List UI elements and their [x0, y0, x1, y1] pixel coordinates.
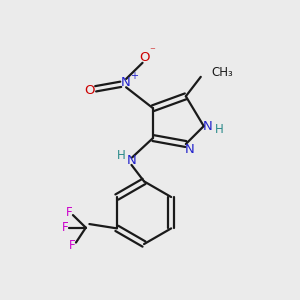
Text: F: F: [66, 206, 73, 219]
Text: CH₃: CH₃: [211, 66, 233, 79]
Text: N: N: [121, 76, 131, 89]
Text: O: O: [84, 84, 95, 97]
Text: +: +: [130, 71, 139, 81]
Text: H: H: [117, 149, 126, 162]
Text: O: O: [139, 51, 149, 64]
Text: ⁻: ⁻: [149, 46, 155, 56]
Text: H: H: [215, 123, 224, 136]
Text: F: F: [61, 221, 68, 234]
Text: N: N: [184, 143, 194, 156]
Text: F: F: [69, 239, 76, 252]
Text: N: N: [202, 120, 212, 133]
Text: N: N: [127, 154, 136, 167]
